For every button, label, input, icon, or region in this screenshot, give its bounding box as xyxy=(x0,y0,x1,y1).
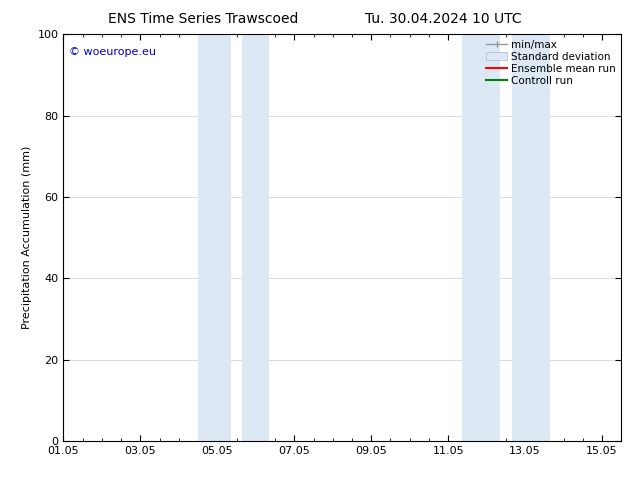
Y-axis label: Precipitation Accumulation (mm): Precipitation Accumulation (mm) xyxy=(22,146,32,329)
Bar xyxy=(242,34,269,441)
Legend: min/max, Standard deviation, Ensemble mean run, Controll run: min/max, Standard deviation, Ensemble me… xyxy=(483,36,619,89)
Text: © woeurope.eu: © woeurope.eu xyxy=(69,47,156,56)
Text: Tu. 30.04.2024 10 UTC: Tu. 30.04.2024 10 UTC xyxy=(365,12,522,26)
Text: ENS Time Series Trawscoed: ENS Time Series Trawscoed xyxy=(108,12,298,26)
Bar xyxy=(512,34,550,441)
Bar xyxy=(462,34,500,441)
Bar xyxy=(198,34,231,441)
